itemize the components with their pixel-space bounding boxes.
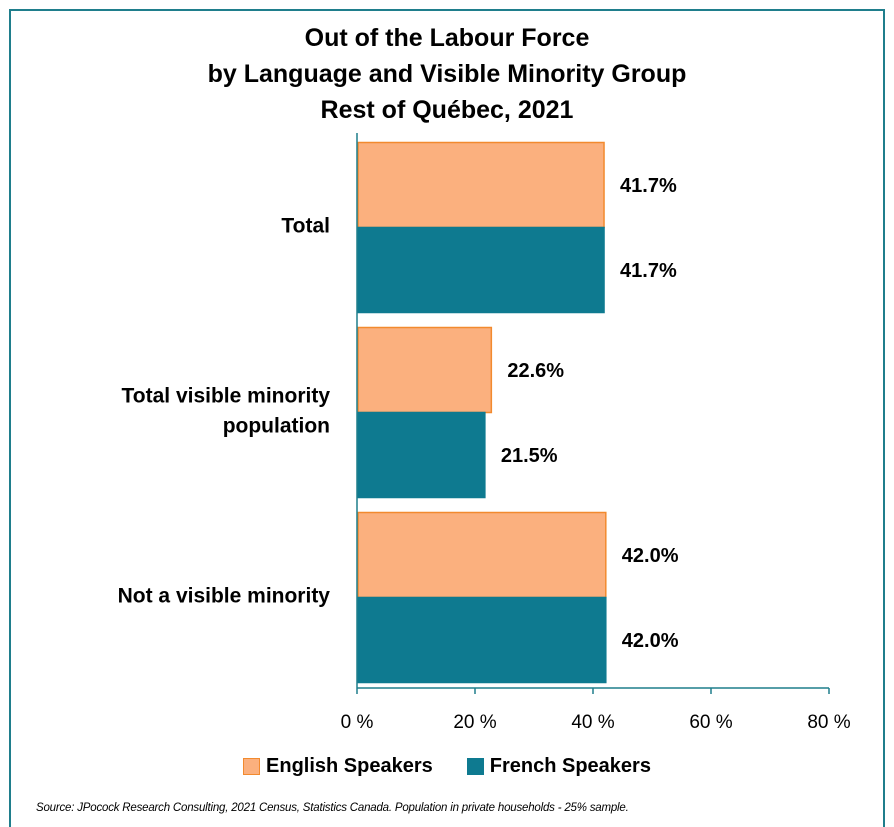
x-tick-label-40: 40 % bbox=[571, 712, 614, 733]
legend-item-french: French Speakers bbox=[466, 752, 651, 780]
data-label-english-1: 22.6% bbox=[507, 360, 564, 382]
x-tick-label-80: 80 % bbox=[807, 712, 850, 733]
bar-french-2 bbox=[357, 596, 607, 684]
category-label-1-line-1: population bbox=[223, 415, 330, 438]
x-tick-label-60: 60 % bbox=[689, 712, 732, 733]
bar-french-1 bbox=[357, 411, 486, 499]
x-tick-label-20: 20 % bbox=[453, 712, 496, 733]
title-line-1: Out of the Labour Force bbox=[304, 24, 590, 52]
bar-english-2 bbox=[357, 511, 607, 599]
chart-title: Out of the Labour Force by Language and … bbox=[0, 20, 894, 128]
legend-swatch-english bbox=[243, 757, 261, 775]
bar-french-0 bbox=[357, 226, 605, 314]
data-label-french-1: 21.5% bbox=[501, 445, 558, 467]
category-label-0-line-0: Total bbox=[281, 215, 330, 238]
data-label-english-0: 41.7% bbox=[620, 175, 677, 197]
legend: English Speakers French Speakers bbox=[0, 752, 894, 780]
x-tick-label-0: 0 % bbox=[341, 712, 374, 733]
legend-swatch-french bbox=[466, 757, 484, 775]
data-label-french-2: 42.0% bbox=[622, 630, 679, 652]
category-label-2-line-0: Not a visible minority bbox=[118, 585, 331, 608]
legend-label-english: English Speakers bbox=[266, 755, 433, 777]
source-note: Source: JPocock Research Consulting, 202… bbox=[36, 802, 629, 814]
category-label-1-line-0: Total visible minority bbox=[122, 385, 331, 408]
data-label-english-2: 42.0% bbox=[622, 545, 679, 567]
legend-label-french: French Speakers bbox=[489, 755, 651, 777]
data-label-french-0: 41.7% bbox=[620, 260, 677, 282]
title-line-3: Rest of Québec, 2021 bbox=[320, 96, 574, 124]
title-line-2: by Language and Visible Minority Group bbox=[207, 60, 687, 88]
legend-item-english: English Speakers bbox=[243, 752, 433, 780]
bar-english-0 bbox=[357, 141, 605, 229]
bar-english-1 bbox=[357, 326, 493, 414]
